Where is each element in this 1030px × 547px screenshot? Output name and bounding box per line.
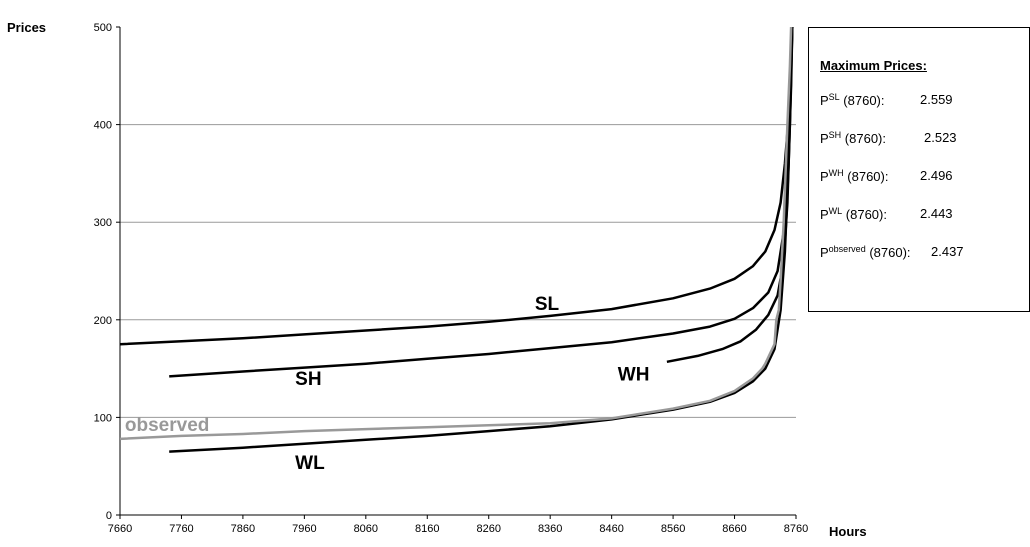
series-line-wh	[666, 26, 794, 364]
x-tick-label: 7660	[108, 523, 132, 535]
legend-row-superscript: SH	[828, 130, 842, 140]
legend-row-value: 2.496	[920, 168, 953, 183]
series-line-sh	[169, 26, 794, 378]
legend-row-value: 2.443	[920, 206, 953, 221]
max-prices-legend: Maximum Prices: PSL (8760): 2.559 PSH (876…	[808, 27, 1030, 312]
x-tick-label: 7960	[292, 523, 316, 535]
legend-row-superscript: WH	[828, 168, 844, 178]
x-tick-label: 8260	[476, 523, 500, 535]
y-tick-label: 400	[94, 120, 112, 132]
legend-row-value: 2.523	[924, 130, 957, 145]
series-line-wl	[169, 26, 794, 453]
x-tick-label: 8160	[415, 523, 439, 535]
series-label-sh: SH	[295, 369, 321, 390]
legend-row-observed: Pobserved (8760):	[820, 244, 911, 260]
x-axis-label: Hours	[829, 524, 867, 539]
series-line-sl	[119, 26, 794, 346]
legend-row-wh: PWH (8760):	[820, 168, 888, 184]
x-tick-label: 8060	[354, 523, 378, 535]
x-tick-label: 8560	[661, 523, 685, 535]
legend-row-suffix: (8760):	[842, 207, 887, 222]
legend-title: Maximum Prices:	[820, 58, 927, 73]
y-axis-label: Prices	[7, 20, 46, 35]
legend-row-symbol: P	[820, 245, 829, 260]
legend-row-sl: PSL (8760):	[820, 92, 885, 108]
x-tick-label: 8760	[784, 523, 808, 535]
y-tick-label: 300	[94, 217, 112, 229]
axis-ticks: 0 100 200 300 400 500 7660 7760 7860 7960 8060 8160…	[94, 22, 809, 535]
y-tick-label: 200	[94, 315, 112, 327]
legend-row-sh: PSH (8760):	[820, 130, 886, 146]
legend-row-suffix: (8760):	[843, 169, 889, 184]
legend-row-value: 2.559	[920, 92, 953, 107]
legend-row-superscript: observed	[828, 244, 866, 254]
y-tick-label: 0	[106, 510, 112, 522]
legend-row-symbol: P	[820, 93, 829, 108]
legend-row-suffix: (8760):	[841, 131, 886, 146]
legend-row-wl: PWL (8760):	[820, 206, 887, 222]
x-tick-label: 7760	[169, 523, 193, 535]
plot-area	[119, 27, 796, 516]
y-tick-label: 500	[94, 22, 112, 34]
series-labels: SL SH WH WL observed	[125, 294, 650, 474]
x-tick-label: 8360	[538, 523, 562, 535]
legend-row-symbol: P	[820, 207, 829, 222]
series-label-sl: SL	[535, 294, 560, 315]
legend-row-superscript: WL	[828, 206, 843, 216]
series-lines	[119, 26, 794, 453]
series-line-observed	[119, 26, 793, 441]
x-tick-label: 7860	[231, 523, 255, 535]
gridlines	[120, 124, 796, 418]
series-label-observed: observed	[125, 415, 209, 436]
x-tick-label: 8660	[722, 523, 746, 535]
legend-row-suffix: (8760):	[839, 93, 885, 108]
legend-row-symbol: P	[820, 169, 829, 184]
legend-row-superscript: SL	[828, 92, 840, 102]
legend-row-suffix: (8760):	[865, 245, 911, 260]
x-tick-label: 8460	[599, 523, 623, 535]
y-tick-label: 100	[94, 412, 112, 424]
legend-row-symbol: P	[820, 131, 829, 146]
series-label-wh: WH	[618, 364, 650, 385]
series-label-wl: WL	[295, 453, 325, 474]
legend-row-value: 2.437	[931, 244, 964, 259]
